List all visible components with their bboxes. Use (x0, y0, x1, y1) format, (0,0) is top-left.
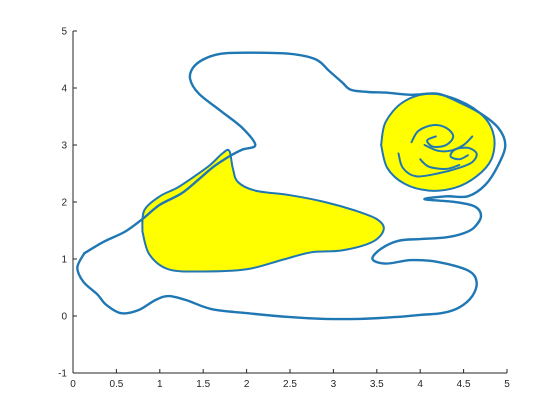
x-tick-label: 2 (244, 379, 250, 390)
x-tick-label: 0.5 (109, 379, 123, 390)
x-tick-label: 3.5 (370, 379, 384, 390)
x-tick-label: 4 (417, 379, 423, 390)
y-tick-label: 3 (61, 141, 67, 152)
x-tick-label: 3 (331, 379, 337, 390)
y-tick-label: -1 (58, 369, 67, 380)
x-tick-label: 1 (157, 379, 163, 390)
x-tick-label: 2.5 (283, 379, 297, 390)
x-tick-label: 5 (504, 379, 510, 390)
y-tick-label: 5 (61, 27, 67, 38)
x-tick-label: 4.5 (457, 379, 471, 390)
y-tick-label: 4 (61, 84, 67, 95)
y-tick-label: 2 (61, 198, 67, 209)
y-tick-label: 0 (61, 312, 67, 323)
x-tick-label: 1.5 (196, 379, 210, 390)
x-tick-label: 0 (70, 379, 76, 390)
y-tick-label: 1 (61, 255, 67, 266)
